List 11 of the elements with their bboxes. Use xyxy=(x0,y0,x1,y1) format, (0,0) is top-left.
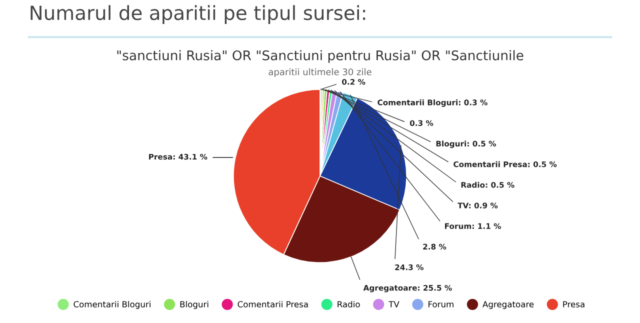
legend-label: Comentarii Presa xyxy=(238,300,308,308)
legend-label: Bloguri xyxy=(180,300,208,310)
legend-label: Presa xyxy=(563,301,584,308)
legend-label: Radio xyxy=(338,300,360,308)
chart-title: "sanctiuni Rusia" OR "Sanctiuni pentru Rusia" OR "Sanctiunile xyxy=(117,50,524,63)
text: Numarul de aparitii pe tipul sursei: xyxy=(30,5,366,24)
chart-subtitle: aparitii ultimele 30 zile xyxy=(268,68,372,78)
legend-label: Agregatoare xyxy=(482,301,534,310)
legend-label: TV xyxy=(388,301,400,308)
legend-label: Forum xyxy=(428,301,454,308)
legend-label: Comentarii Bloguri xyxy=(74,300,150,310)
